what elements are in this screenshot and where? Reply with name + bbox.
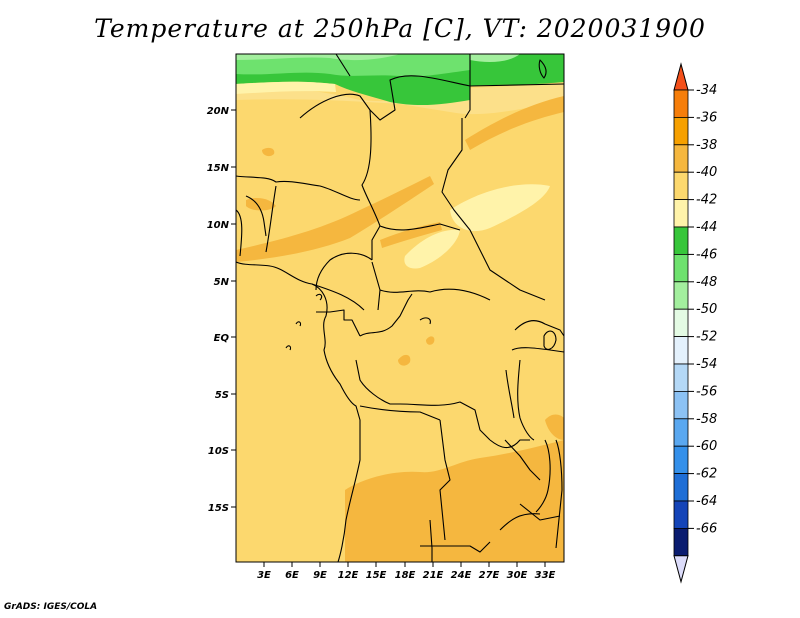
- lon-label-18e: 18E: [395, 570, 416, 581]
- field-minus38-40-spot: [426, 336, 435, 345]
- lon-label-3e: 3E: [257, 570, 271, 581]
- colorbar-swatch: [673, 281, 689, 310]
- colorbar-swatch: [673, 390, 689, 420]
- colorbar-swatch: [673, 445, 689, 475]
- axis-ticks: [231, 109, 546, 567]
- temperature-field: [236, 54, 564, 562]
- map-frame: [235, 53, 565, 563]
- lat-label-eq: EQ: [214, 333, 230, 344]
- colorbar-swatch: [673, 171, 689, 200]
- colorbar-swatch: [673, 500, 689, 529]
- lon-label-30e: 30E: [507, 570, 528, 581]
- colorbar-label: -66: [696, 521, 717, 536]
- field-minus42-44: [404, 229, 460, 269]
- colorbar-label: -64: [696, 494, 717, 509]
- field-minus48-50: [236, 54, 520, 62]
- colorbar-swatch: [673, 226, 689, 255]
- lon-label-21e: 21E: [423, 570, 444, 581]
- field-minus46-48: [236, 54, 470, 77]
- lon-label-9e: 9E: [313, 570, 327, 581]
- colorbar-label: -52: [696, 330, 717, 345]
- colorbar-label: -62: [696, 467, 717, 482]
- field-minus38-40-streak: [380, 222, 442, 248]
- field-minus38-40-spot: [262, 147, 275, 157]
- field-minus38-40-spot: [398, 354, 411, 366]
- field-minus38-40-streak: [236, 176, 434, 262]
- lat-label-5s: 5S: [215, 390, 229, 401]
- country-borders: [236, 54, 564, 562]
- lon-label-15e: 15E: [366, 570, 387, 581]
- lon-label-33e: 33E: [535, 570, 556, 581]
- colorbar-label: -34: [696, 83, 717, 98]
- colorbar-swatch: [673, 199, 689, 228]
- lat-label-5n: 5N: [214, 277, 230, 288]
- lat-label-10s: 10S: [208, 446, 229, 457]
- colorbar-label: -36: [696, 110, 717, 125]
- lon-label-27e: 27E: [479, 570, 500, 581]
- field-minus38-40-south: [345, 440, 564, 562]
- colorbar-top-triangle: [673, 62, 689, 91]
- colorbar-swatch: [673, 308, 689, 338]
- colorbar-label: -58: [696, 412, 717, 427]
- colorbar-label: -54: [696, 357, 717, 372]
- colorbar-label: -38: [696, 138, 717, 153]
- colorbar-swatch: [673, 117, 689, 146]
- colorbar-swatch: [673, 89, 689, 118]
- field-minus42-44-north: [236, 81, 336, 94]
- colorbar-label: -48: [696, 275, 717, 290]
- lat-label-15n: 15N: [207, 163, 230, 174]
- colorbar-label: -60: [696, 439, 717, 454]
- field-minus42-44: [450, 184, 550, 232]
- colorbar-swatch: [673, 473, 689, 502]
- grads-credit: GrADS: IGES/COLA: [4, 602, 98, 612]
- colorbar-swatch: [673, 363, 689, 392]
- colorbar-swatch: [673, 144, 689, 173]
- lat-label-15s: 15S: [208, 503, 229, 514]
- field-minus38-40-spot: [545, 414, 564, 440]
- colorbar-bottom-triangle: [673, 555, 689, 584]
- colorbar-label: -42: [696, 193, 717, 208]
- colorbar-swatch: [673, 418, 689, 447]
- lon-label-6e: 6E: [285, 570, 299, 581]
- colorbar: -34 -36 -38 -40 -42 -44 -46 -48 -50 -52 -54 -56 -58 -…: [673, 62, 717, 584]
- colorbar-label: -50: [696, 302, 717, 317]
- lat-label-10n: 10N: [207, 220, 230, 231]
- field-minus38-40-streak: [465, 96, 564, 150]
- chart-title: Temperature at 250hPa [C], VT: 202003190…: [94, 14, 706, 43]
- lon-label-12e: 12E: [338, 570, 359, 581]
- colorbar-swatch: [673, 336, 689, 365]
- colorbar-swatch: [673, 528, 689, 557]
- colorbar-label: -56: [696, 384, 717, 399]
- colorbar-label: -40: [696, 165, 717, 180]
- colorbar-swatch: [673, 253, 689, 283]
- lat-label-20n: 20N: [207, 106, 230, 117]
- field-band: [236, 84, 564, 115]
- lon-label-24e: 24E: [451, 570, 472, 581]
- colorbar-label: -44: [696, 220, 717, 235]
- colorbar-label: -46: [696, 247, 717, 262]
